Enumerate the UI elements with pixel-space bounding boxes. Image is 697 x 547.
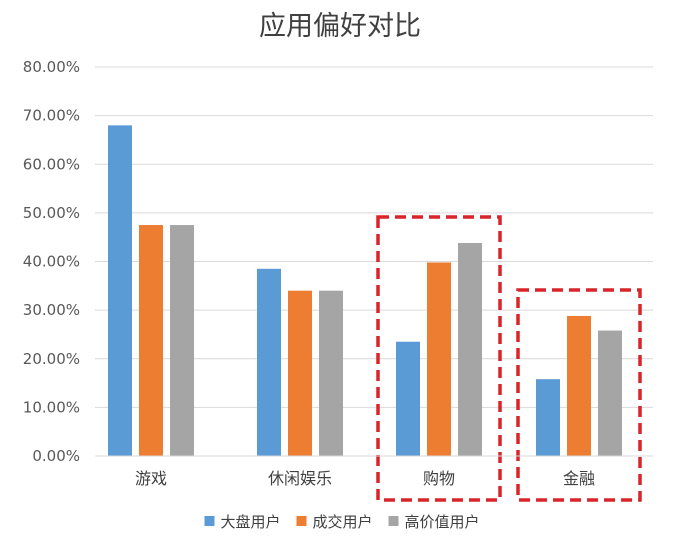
y-tick-label: 40.00%: [23, 253, 80, 271]
legend-label: 大盘用户: [221, 513, 281, 531]
bar-1-1: [108, 125, 132, 456]
y-tick-label: 0.00%: [32, 447, 80, 465]
bar-3-3: [458, 243, 482, 456]
bar-1-4: [536, 379, 560, 456]
bar-2-2: [288, 290, 312, 456]
legend: 大盘用户 成交用户 高价值用户: [204, 513, 480, 531]
bar-1-2: [257, 268, 281, 456]
bar-2-1: [139, 225, 163, 456]
bar-3-2: [319, 290, 343, 456]
y-tick-label: 10.00%: [23, 398, 80, 416]
y-tick-label: 70.00%: [23, 107, 80, 125]
legend-label: 成交用户: [313, 513, 373, 531]
highlight-boxes: [376, 215, 642, 502]
category-labels: 游戏 休闲娱乐 购物 金融: [135, 469, 595, 488]
legend-swatch: [388, 516, 399, 526]
bar-1-3: [396, 341, 420, 456]
y-tick-label: 30.00%: [23, 301, 80, 319]
bar-3-1: [170, 225, 194, 456]
bar-2-3: [427, 262, 451, 456]
y-axis-tick-labels: 0.00% 10.00% 20.00% 30.00% 40.00% 50.00% 60.00…: [23, 58, 80, 465]
category-label: 购物: [423, 469, 455, 488]
y-tick-label: 80.00%: [23, 58, 80, 76]
y-tick-label: 60.00%: [23, 155, 80, 173]
highlight-box: [376, 215, 502, 502]
legend-label: 高价值用户: [405, 513, 480, 531]
category-label: 休闲娱乐: [268, 469, 332, 488]
highlight-box: [516, 288, 642, 502]
bar-3-4: [598, 330, 622, 456]
chart-title: 应用偏好对比: [259, 11, 421, 42]
category-label: 游戏: [135, 469, 167, 488]
y-tick-label: 50.00%: [23, 204, 80, 222]
category-label: 金融: [563, 469, 595, 488]
bar-2-4: [567, 315, 591, 456]
y-tick-label: 20.00%: [23, 350, 80, 368]
legend-swatch: [204, 516, 215, 526]
bars: [95, 125, 653, 457]
legend-swatch: [296, 516, 307, 526]
